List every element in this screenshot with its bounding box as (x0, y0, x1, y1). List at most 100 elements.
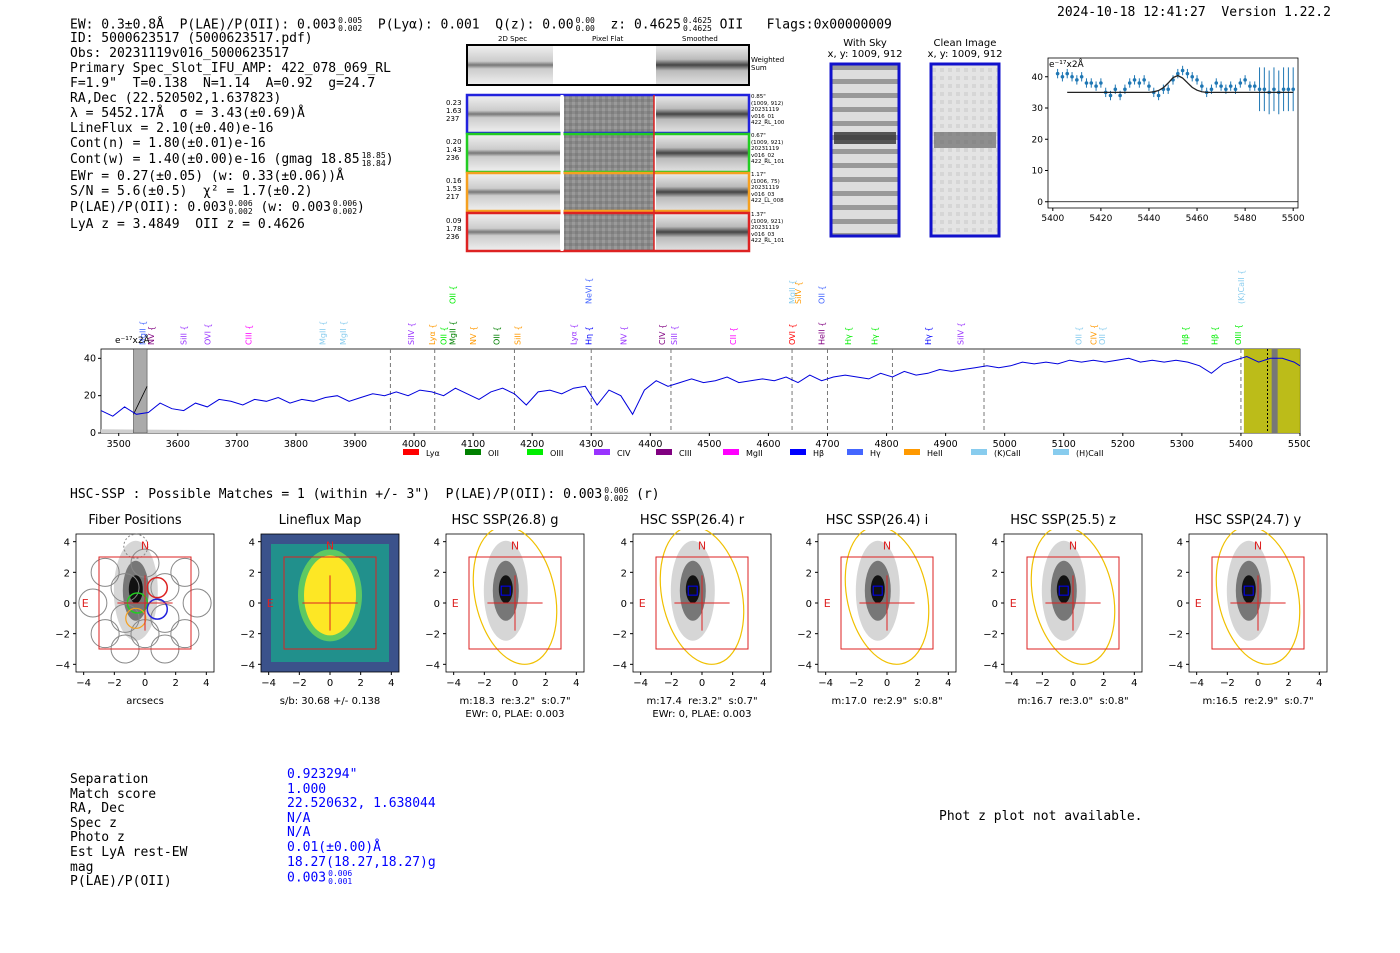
north-label: N (326, 540, 334, 553)
hsc-heading: HSC-SSP : Possible Matches = 1 (within +… (70, 485, 660, 503)
match-value: 18.27(18.27,18.27)g (287, 854, 436, 870)
east-label: E (267, 597, 274, 610)
hsc-panel: HSC SSP(25.5) z N E −4 −4 −2 −2 0 0 2 2 4 4 m:16.7 re… (968, 512, 1158, 727)
spec-line-label: OII { (440, 326, 449, 345)
hsc-ytick-label: 0 (621, 599, 627, 610)
hsc-ytick-label: −2 (425, 630, 440, 641)
hsc-caption-2: EWr: 0, PLAE: 0.003 (465, 709, 565, 720)
hsc-ytick-label: 0 (64, 599, 70, 610)
spec-line-label: NV { (620, 326, 629, 345)
zoom-data-point (1118, 93, 1122, 98)
spec-line-label: SiIV { (407, 322, 416, 345)
zoom-data-point (1089, 81, 1094, 85)
zoom-data-point (1228, 84, 1233, 88)
spec-xtick-label: 4500 (697, 439, 721, 450)
hsc-ytick-label: −2 (240, 630, 255, 641)
hsc-ytick-label: 0 (992, 599, 998, 610)
spec-line-label: MgII { (339, 321, 348, 345)
legend-label: CIII (679, 449, 692, 458)
match-label: Est LyA rest-EW (70, 844, 188, 860)
spec-line-label: Hη { (584, 326, 593, 345)
spec-line-label: MgII { (138, 321, 147, 345)
hsc-ytick-label: 2 (1177, 568, 1183, 579)
zoom-data-point (1055, 71, 1060, 76)
zoom-ytick-label: 40 (1032, 73, 1044, 83)
spec-xtick-label: 5400 (1229, 439, 1253, 450)
hsc-xtick-label: 0 (884, 678, 890, 689)
spec-line-label: HeII { (818, 322, 827, 345)
zoom-data-point (1070, 74, 1074, 79)
east-label: E (82, 597, 89, 610)
fiber-orange (125, 607, 147, 629)
hsc-ytick-label: −2 (612, 630, 627, 641)
spec-xtick-label: 5500 (1288, 439, 1310, 450)
full-spectrum: 3500 3600 3700 3800 3900 4000 4100 4200 4300 4400… (70, 265, 1312, 460)
hsc-xtick-label: 4 (1131, 678, 1137, 689)
match-label: Match score (70, 786, 157, 802)
hsc-xtick-label: 4 (760, 678, 766, 689)
galaxy-core (685, 575, 700, 604)
zoom-xtick-label: 5500 (1282, 214, 1305, 224)
spec-xtick-label: 5000 (993, 439, 1017, 450)
with-sky-title: With Sky x, y: 1009, 912 (827, 38, 903, 60)
hsc-ytick-label: −2 (983, 630, 998, 641)
hsc-xtick-label: 0 (512, 678, 518, 689)
hsc-caption: m:16.5 re:2.9" s:0.7" (1202, 696, 1314, 707)
match-labels: Separation Match score RA, Dec Spec z Photo … (70, 772, 188, 890)
info-id: ID: 5000623517 (5000623517.pdf) (70, 31, 313, 46)
hsc-xtick-label: 0 (1255, 678, 1261, 689)
hsc-panel-title: HSC SSP(24.7) y (1194, 513, 1302, 528)
zoom-data-point (1262, 87, 1267, 92)
legend-swatch (723, 449, 739, 455)
col-2d-spec: 2D Spec (498, 35, 528, 43)
hsc-panel-title: HSC SSP(26.8) g (451, 513, 559, 528)
sky-svg (829, 62, 1001, 238)
zoom-data-point (1123, 87, 1127, 92)
spec-line-label: SiII { (180, 325, 189, 345)
hsc-xtick-label: 2 (1285, 678, 1291, 689)
spec-line-label: CII { (729, 327, 738, 345)
fiber-red (146, 576, 169, 599)
hsc-caption: s/b: 30.68 +/- 0.138 (279, 696, 381, 707)
hsc-ytick-label: 4 (64, 538, 70, 549)
spec-flux-line (100, 355, 1301, 417)
info-lineflux: LineFlux = 2.10(±0.40)e-16 (70, 121, 274, 136)
fiber-circle (170, 557, 200, 587)
fiber-circle (182, 588, 212, 618)
hsc-ytick-label: −4 (797, 660, 812, 671)
info-contn: Cont(n) = 1.80(±0.01)e-16 (70, 136, 266, 151)
aperture-box (872, 585, 883, 596)
row-1-left: 0.20 1.43 236 (446, 138, 462, 162)
spec-line-label: Hγ { (871, 327, 880, 345)
spec-upper-label: SiIV { (794, 281, 803, 304)
match-table: Separation Match score RA, Dec Spec z Photo … (70, 772, 188, 890)
aperture-box (500, 585, 511, 596)
zoom-data-point (1127, 81, 1132, 85)
legend-swatch (403, 449, 419, 455)
legend-swatch (594, 449, 610, 455)
legend-swatch (904, 449, 920, 455)
zoom-ytick-label: 30 (1032, 104, 1044, 114)
legend-label: Lyα (426, 449, 440, 458)
east-label: E (452, 597, 459, 610)
zoom-data-point (1079, 74, 1084, 79)
col-pixel-flat: Pixel Flat (592, 35, 624, 43)
hsc-ytick-label: 0 (1177, 599, 1183, 610)
legend-swatch (971, 449, 987, 455)
row-2 (465, 171, 751, 213)
aperture-box (1243, 585, 1254, 596)
spec-upper-label: OII { (818, 285, 827, 304)
search-box (283, 556, 377, 650)
spec-error-band (101, 429, 1300, 433)
header-ew: EW: 0.3±0.8Å (70, 17, 164, 33)
spec-line-label: OII { (493, 326, 502, 345)
hsc-xtick-label: 4 (388, 678, 394, 689)
info-obs: Obs: 20231119v016_5000623517 (70, 46, 290, 61)
search-box (655, 556, 749, 650)
hsc-ytick-label: −2 (797, 630, 812, 641)
hsc-ytick-label: 2 (621, 568, 627, 579)
fiber-circle (110, 573, 140, 603)
hsc-panel: HSC SSP(24.7) y N E −4 −4 −2 −2 0 0 2 2 4 4 m:16.5 re… (1153, 512, 1343, 727)
legend-label: HeII (927, 449, 943, 458)
match-label: P(LAE)/P(OII) (70, 874, 172, 890)
